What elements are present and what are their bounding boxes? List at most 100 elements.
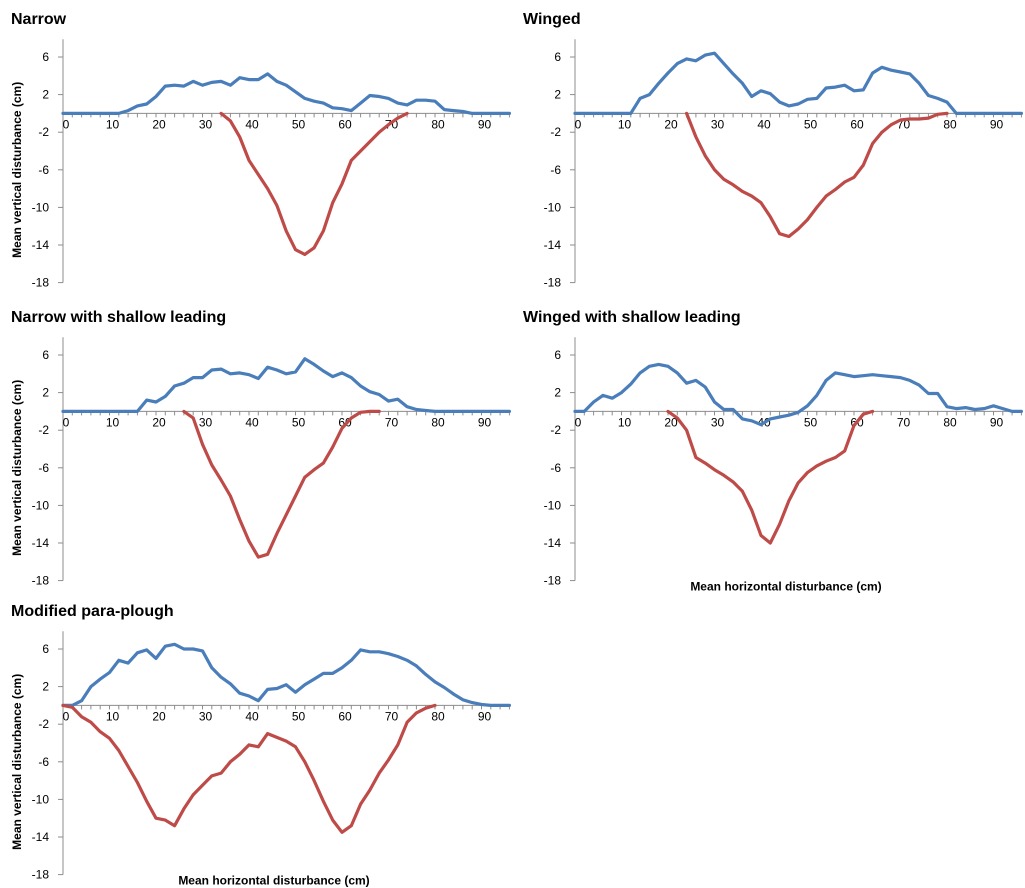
series-0-point (601, 112, 605, 115)
y-tick-label: -2 (38, 717, 49, 731)
series-0-point (350, 659, 353, 662)
series-0-point (713, 400, 716, 404)
series-1-point (164, 818, 167, 822)
series-0-point (340, 107, 344, 110)
chart-title: Narrow (11, 11, 67, 28)
series-0-point (843, 83, 846, 87)
series-0-point (676, 62, 679, 65)
series-0-point (396, 397, 400, 401)
series-0-point (610, 396, 614, 400)
series-0-point (377, 95, 381, 98)
series-0-point (573, 410, 577, 413)
x-tick-label: 40 (245, 117, 259, 131)
series-1-point (405, 721, 409, 724)
series-1-point (796, 227, 800, 231)
series-0-point (852, 375, 856, 378)
series-0-point (182, 84, 186, 88)
series-0-point (257, 377, 260, 380)
series-0-point (210, 666, 214, 670)
series-0-point (806, 404, 809, 408)
series-1-point (359, 411, 362, 414)
x-tick-label: 50 (292, 415, 306, 429)
series-0-point (470, 701, 474, 704)
series-0-point (396, 101, 400, 105)
series-0-point (173, 384, 176, 388)
series-0-point (722, 408, 726, 411)
series-0-point (703, 53, 707, 57)
series-0-point (731, 72, 735, 76)
series-0-point (694, 59, 698, 63)
series-0-point (685, 381, 688, 385)
y-tick-label: -10 (32, 792, 50, 806)
series-0-point (126, 410, 130, 413)
series-0-point (769, 92, 772, 95)
series-1-point (229, 494, 232, 498)
series-0-point (927, 94, 930, 97)
series-0-point (787, 413, 791, 417)
chart-title: Winged with shallow leading (523, 309, 741, 326)
x-tick-label: 80 (431, 709, 445, 723)
series-0-point (787, 104, 791, 108)
x-tick-label: 90 (990, 415, 1004, 429)
chart-svg: Modified para-plough 6 2 -2 -6 -10 -14 -18 0 10 20… (10, 603, 511, 888)
series-1-point (340, 427, 344, 430)
series-0-point (620, 391, 623, 394)
y-tick-label: 6 (42, 50, 49, 64)
series-1-point (136, 781, 139, 784)
x-tick-label: 10 (106, 117, 120, 131)
series-1-point (145, 800, 148, 803)
series-1-point (806, 218, 809, 221)
series-0-point (424, 98, 428, 102)
series-0-point (666, 365, 670, 368)
series-1-point (266, 187, 269, 190)
series-1-point (685, 112, 688, 115)
series-0-point (1020, 410, 1023, 413)
series-0-point (443, 108, 446, 111)
series-1-point (741, 190, 744, 193)
series-0-point (266, 365, 269, 369)
x-tick-label: 50 (804, 117, 818, 131)
series-0-point (71, 410, 74, 413)
series-0-point (229, 682, 232, 686)
series-0-point (340, 666, 344, 670)
series-0-point (145, 648, 148, 652)
series-0-point (322, 369, 325, 373)
series-0-point (80, 112, 83, 115)
series-0-point (480, 703, 483, 706)
series-1-point (275, 736, 279, 739)
series-0-point (583, 410, 586, 413)
series-0-point (275, 80, 279, 83)
chart-panel-winged-shallow-leading: Winged with shallow leading 6 2 -2 -6 -10 -14 -… (512, 298, 1024, 594)
series-0-point (154, 657, 158, 660)
series-0-point (741, 417, 744, 421)
series-0-point (620, 112, 623, 115)
series-0-point (862, 374, 865, 377)
y-tick-label: -10 (544, 498, 562, 512)
series-1-point (294, 494, 297, 498)
series-0-point (713, 51, 716, 55)
series-0-point (583, 112, 586, 115)
series-0-point (377, 393, 381, 396)
series-1-point (703, 154, 707, 157)
series-0-point (303, 683, 307, 686)
x-tick-label: 10 (618, 117, 632, 131)
series-0-point (657, 363, 660, 366)
series-0-point (759, 423, 763, 426)
series-0-point (964, 406, 967, 409)
series-0-point (191, 376, 195, 379)
x-tick-label: 0 (63, 415, 70, 429)
series-0-point (806, 98, 809, 101)
x-tick-label: 90 (478, 117, 492, 131)
series-1-point (80, 715, 83, 718)
series-0-point (1020, 112, 1023, 115)
x-tick-label: 20 (152, 415, 166, 429)
series-0-point (61, 410, 65, 413)
series-0-point (257, 699, 260, 702)
y-tick-label: -10 (32, 200, 50, 214)
series-1-point (229, 119, 232, 123)
series-0-point (480, 112, 483, 115)
x-tick-label: 20 (664, 415, 678, 429)
series-0-point (303, 357, 307, 361)
series-0-point (294, 690, 297, 694)
